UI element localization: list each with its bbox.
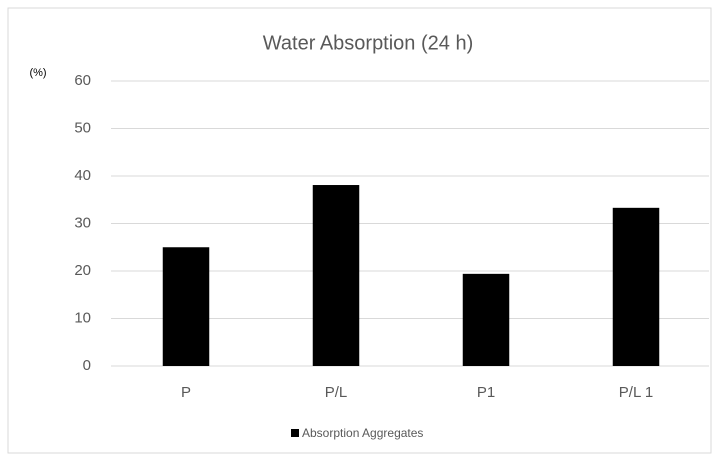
x-tick-label: P/L [325, 384, 348, 401]
legend-label: Absorption Aggregates [302, 426, 423, 440]
x-tick-label: P/L 1 [619, 384, 653, 401]
bar [312, 185, 360, 366]
y-tick-label: 20 [74, 262, 91, 279]
y-tick-label: 50 [74, 119, 91, 136]
y-tick-label: 10 [74, 309, 91, 326]
y-tick-label: 0 [83, 357, 91, 374]
x-tick-label: P [181, 384, 191, 401]
legend-swatch [291, 429, 299, 437]
y-tick-label: 40 [74, 167, 91, 184]
x-tick-label: P1 [477, 384, 495, 401]
bar [462, 273, 510, 366]
chart-title: Water Absorption (24 h) [263, 32, 473, 54]
y-tick-label: 60 [74, 72, 91, 89]
bar [162, 247, 210, 366]
bar [612, 207, 660, 366]
chart-frame [7, 7, 712, 454]
y-axis-label: (%) [29, 67, 46, 79]
y-tick-label: 30 [74, 214, 91, 231]
